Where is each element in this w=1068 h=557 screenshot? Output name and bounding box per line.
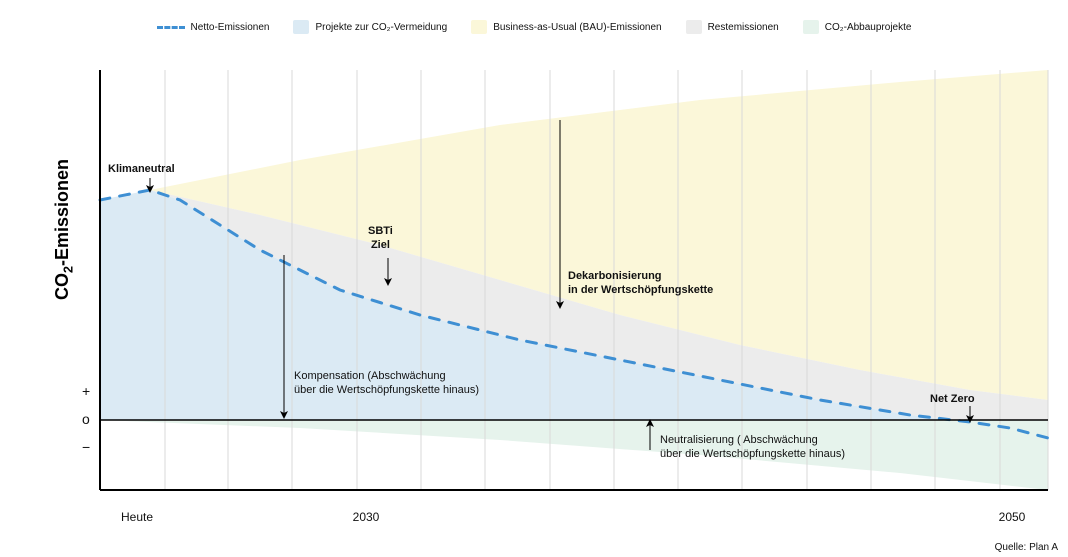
annotation-netzero: Net Zero: [930, 393, 975, 407]
legend-label: Netto-Emissionen: [191, 22, 270, 33]
legend-swatch: [293, 20, 309, 34]
x-axis-tick-label: 2050: [999, 510, 1026, 524]
source-label: Quelle: Plan A: [995, 542, 1058, 553]
chart-svg: [0, 0, 1068, 557]
y-axis-title: CO2-Emissionen: [52, 159, 73, 300]
legend-label: CO₂-Abbauprojekte: [825, 22, 912, 33]
legend: Netto-Emissionen Projekte zur CO₂-Vermeid…: [0, 20, 1068, 34]
legend-label: Projekte zur CO₂-Vermeidung: [315, 22, 447, 33]
x-axis-tick-label: 2030: [353, 510, 380, 524]
annotation-sbti: SBTiZiel: [368, 225, 393, 253]
legend-dash-swatch: [157, 26, 185, 29]
legend-item: Business-as-Usual (BAU)-Emissionen: [471, 20, 661, 34]
y-axis-symbol: +: [82, 383, 90, 399]
y-axis-symbol: −: [82, 439, 90, 455]
legend-swatch: [471, 20, 487, 34]
legend-label: Business-as-Usual (BAU)-Emissionen: [493, 22, 661, 33]
annotation-neutral: Neutralisierung ( Abschwächungüber die W…: [660, 434, 845, 462]
legend-label: Restemissionen: [708, 22, 779, 33]
legend-item: CO₂-Abbauprojekte: [803, 20, 912, 34]
annotation-klimaneutral: Klimaneutral: [108, 163, 175, 177]
y-axis-symbol: o: [82, 411, 90, 427]
x-axis-tick-label: Heute: [121, 510, 153, 524]
legend-swatch: [803, 20, 819, 34]
annotation-dekarb: Dekarbonisierungin der Wertschöpfungsket…: [568, 270, 713, 298]
annotation-kompensation: Kompensation (Abschwächungüber die Werts…: [294, 370, 479, 398]
legend-item: Netto-Emissionen: [157, 20, 270, 34]
legend-item: Restemissionen: [686, 20, 779, 34]
legend-item: Projekte zur CO₂-Vermeidung: [293, 20, 447, 34]
legend-swatch: [686, 20, 702, 34]
chart-stage: Netto-Emissionen Projekte zur CO₂-Vermeid…: [0, 0, 1068, 557]
